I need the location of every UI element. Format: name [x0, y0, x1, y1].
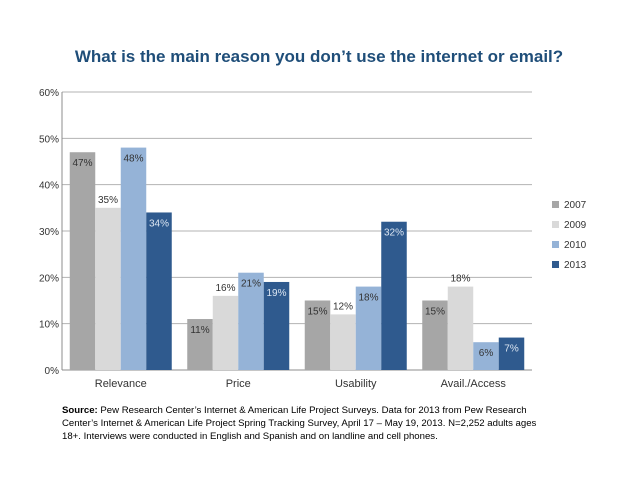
y-tick-label: 30%: [39, 227, 59, 238]
chart-title: What is the main reason you don’t use th…: [74, 47, 564, 66]
source-text: Pew Research Center’s Internet & America…: [62, 405, 537, 442]
data-label: 47%: [72, 158, 92, 169]
data-label: 7%: [504, 344, 519, 355]
legend-swatch-2013: [552, 261, 559, 268]
data-label: 48%: [123, 154, 143, 165]
legend-label-2007: 2007: [564, 200, 587, 211]
bar-2013-price: [263, 281, 290, 370]
bar-2007-avail-access: [422, 300, 448, 370]
bar-2010-avail-access: [473, 342, 499, 370]
data-label: 18%: [450, 274, 470, 285]
source-note: Source: Pew Research Center’s Internet &…: [62, 404, 542, 443]
y-tick-label: 50%: [39, 134, 59, 145]
legend-label-2009: 2009: [564, 220, 587, 231]
data-label: 32%: [384, 228, 404, 239]
data-label: 34%: [149, 218, 169, 229]
bar-2007-relevance: [69, 152, 96, 370]
legend-swatch-2007: [552, 201, 559, 208]
legend-label-2013: 2013: [564, 260, 587, 271]
x-tick-label: Price: [226, 378, 251, 390]
data-label: 18%: [358, 293, 378, 304]
bar-2009-relevance: [95, 207, 121, 370]
y-tick-label: 60%: [39, 88, 59, 99]
y-tick-label: 20%: [39, 273, 59, 284]
data-label: 6%: [479, 348, 494, 359]
bar-2009-price: [212, 295, 239, 370]
x-tick-label: Usability: [335, 378, 377, 390]
data-label: 21%: [241, 279, 261, 290]
data-label: 15%: [307, 307, 327, 318]
data-label: 19%: [266, 288, 286, 299]
legend-label-2010: 2010: [564, 240, 587, 251]
data-label: 16%: [215, 283, 235, 294]
y-tick-label: 10%: [39, 320, 59, 331]
bar-2009-avail-access: [447, 286, 474, 370]
bar-2009-usability: [330, 314, 356, 370]
data-label: 11%: [190, 325, 209, 336]
bar-2007-usability: [304, 300, 331, 370]
x-tick-label: Avail./Access: [441, 378, 507, 390]
bar-2013-usability: [381, 221, 407, 370]
legend-swatch-2009: [552, 221, 559, 228]
bar-2007-price: [187, 319, 213, 370]
bar-2013-relevance: [146, 212, 172, 370]
bar-2010-price: [238, 272, 264, 370]
bar-2013-avail-access: [498, 337, 525, 370]
legend-swatch-2010: [552, 241, 559, 248]
source-label: Source:: [62, 405, 98, 416]
data-label: 15%: [425, 307, 445, 318]
bar-2010-usability: [355, 286, 382, 370]
data-label: 12%: [333, 301, 353, 312]
x-tick-label: Relevance: [95, 378, 147, 390]
y-tick-label: 0%: [45, 366, 60, 377]
data-label: 35%: [98, 195, 118, 206]
bar-2010-relevance: [120, 147, 147, 370]
y-tick-label: 40%: [39, 181, 59, 192]
